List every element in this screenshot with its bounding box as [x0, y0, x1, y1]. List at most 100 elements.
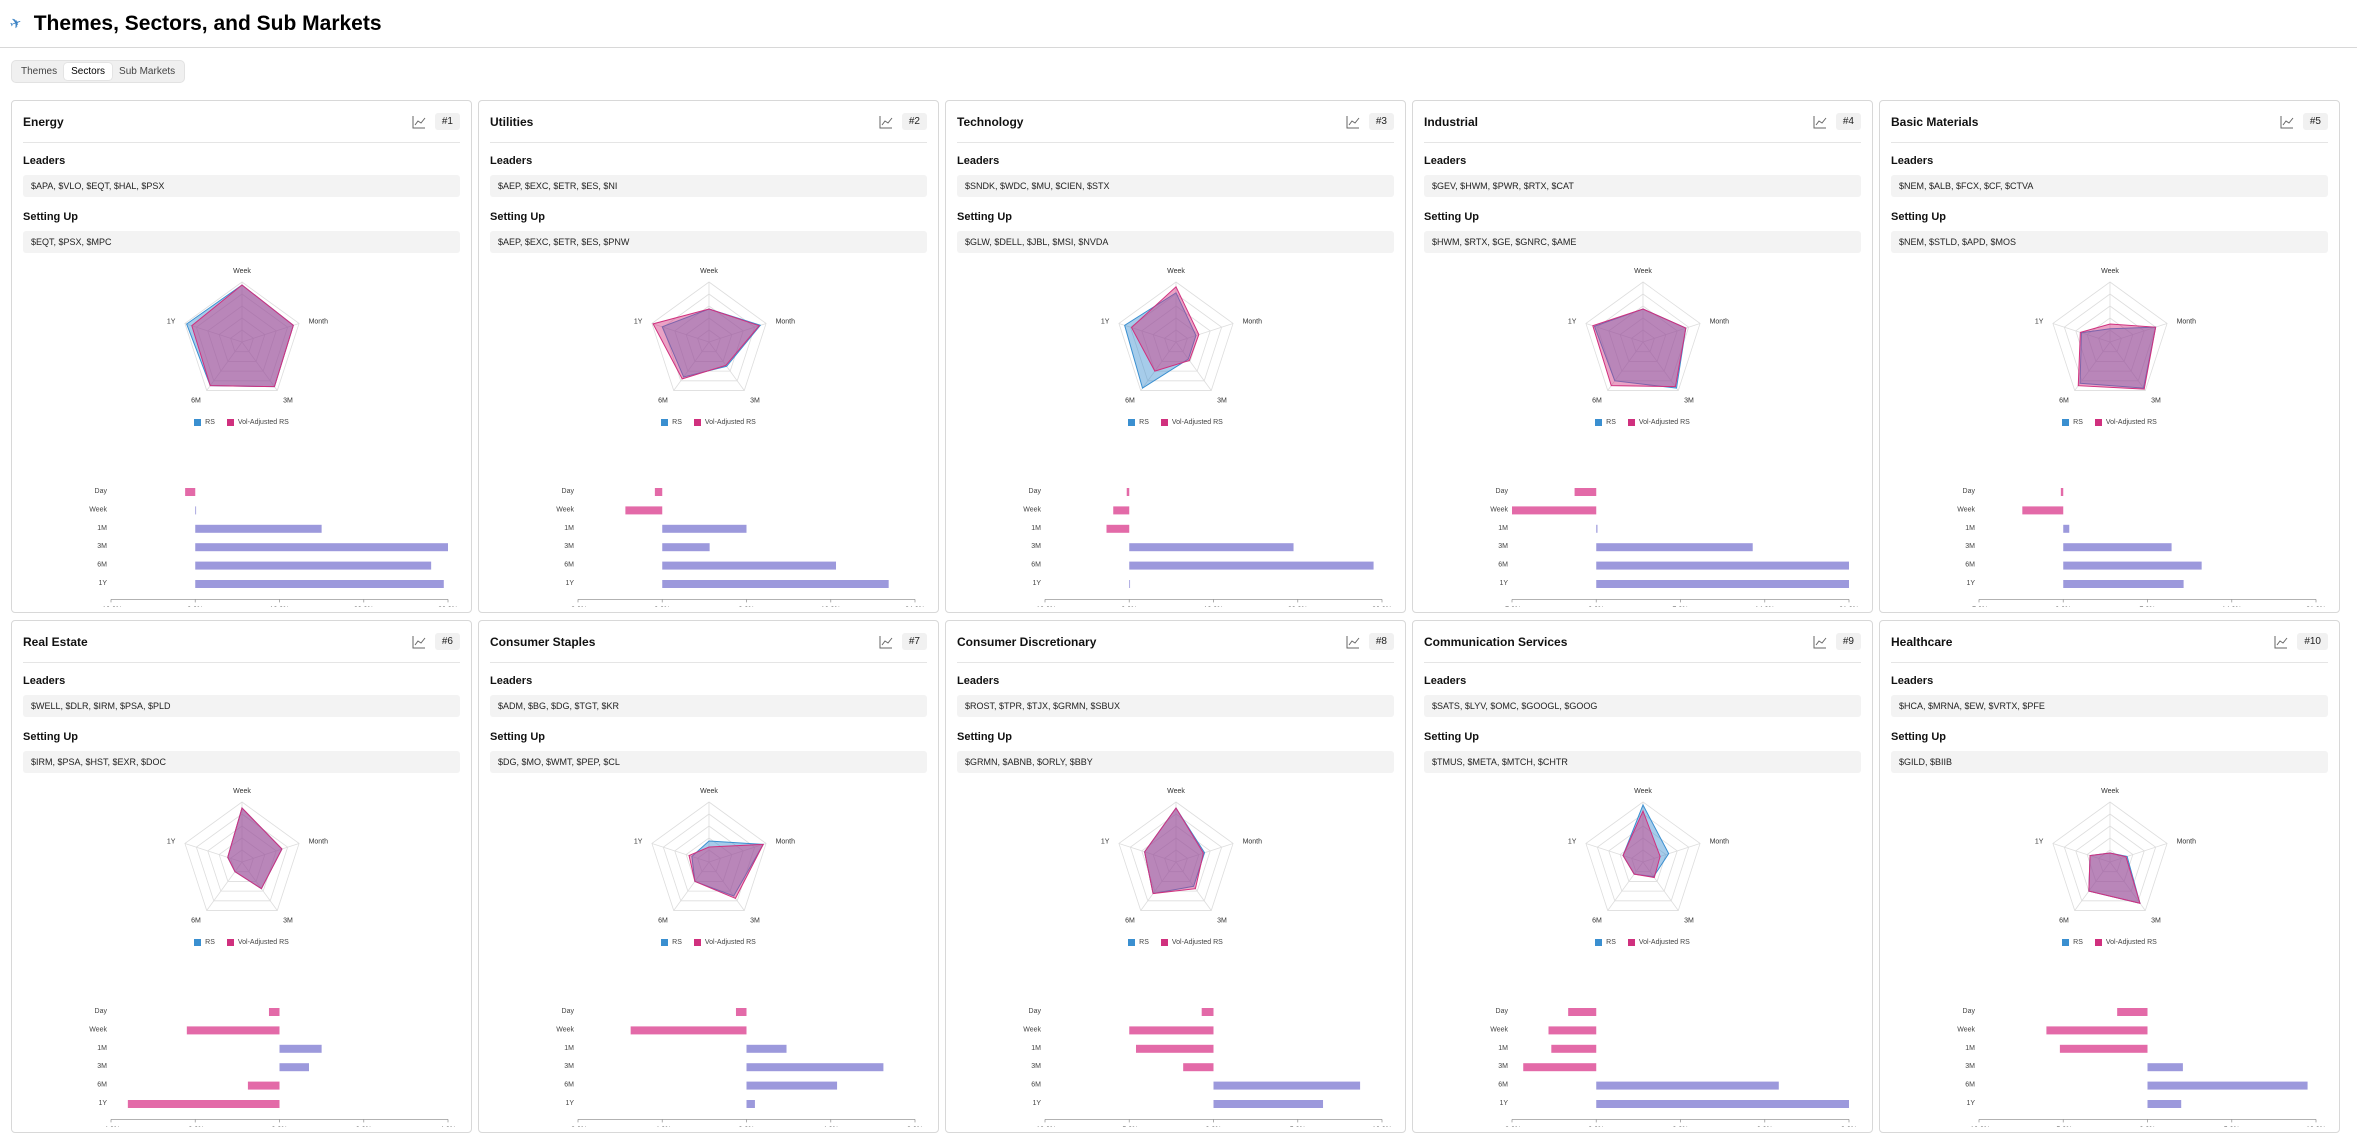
bar-1m[interactable] [1596, 524, 1598, 533]
bar-row-label: 3M [97, 543, 107, 550]
bar-week[interactable] [1548, 1026, 1597, 1035]
bar-week[interactable] [2022, 506, 2064, 515]
bar-3m[interactable] [2063, 543, 2172, 552]
bar-3m[interactable] [1596, 543, 1753, 552]
bar-day[interactable] [1568, 1008, 1597, 1016]
line-chart-icon[interactable] [1345, 114, 1361, 130]
bar-week[interactable] [186, 1026, 280, 1035]
bar-day[interactable] [735, 1008, 747, 1016]
legend-item-vol[interactable]: Vol-Adjusted RS [1160, 938, 1223, 946]
radar-grid-ring [2074, 825, 2145, 892]
bar-6m[interactable] [1596, 561, 1849, 570]
bar-week[interactable] [195, 506, 197, 515]
line-chart-icon[interactable] [411, 634, 427, 650]
bar-3m[interactable] [279, 1063, 309, 1072]
bar-day[interactable] [1574, 488, 1597, 496]
bar-6m[interactable] [1596, 1081, 1779, 1090]
bar-week[interactable] [1512, 506, 1597, 515]
bar-1y[interactable] [2147, 1100, 2182, 1108]
sector-grid: Energy #1 Leaders $APA, $VLO, $EQT, $HAL… [11, 100, 2352, 1133]
legend-item-rs[interactable]: RS [1128, 418, 1149, 426]
bar-3m[interactable] [1183, 1063, 1214, 1072]
bar-1y[interactable] [746, 1100, 755, 1108]
bar-6m[interactable] [2063, 561, 2202, 570]
tab-sectors[interactable]: Sectors [64, 63, 113, 80]
line-chart-icon[interactable] [878, 114, 894, 130]
bar-1m[interactable] [279, 1044, 322, 1053]
bar-6m[interactable] [662, 561, 837, 570]
legend-item-vol[interactable]: Vol-Adjusted RS [1627, 938, 1690, 946]
bar-day[interactable] [268, 1008, 280, 1016]
card-header: Technology #3 [957, 101, 1394, 143]
bar-3m[interactable] [2147, 1063, 2183, 1072]
bar-1y[interactable] [127, 1100, 280, 1108]
legend-item-vol[interactable]: Vol-Adjusted RS [226, 938, 289, 946]
bar-day[interactable] [2060, 488, 2064, 496]
legend-item-rs[interactable]: RS [1128, 938, 1149, 946]
bar-1y[interactable] [1213, 1100, 1324, 1108]
bar-1m[interactable] [1106, 524, 1130, 533]
bar-day[interactable] [2117, 1008, 2148, 1016]
bar-day[interactable] [1201, 1008, 1214, 1016]
legend-item-rs[interactable]: RS [194, 418, 215, 426]
bar-week[interactable] [1129, 1026, 1214, 1035]
legend-item-vol[interactable]: Vol-Adjusted RS [2094, 938, 2157, 946]
bar-3m[interactable] [746, 1063, 884, 1072]
bar-6m[interactable] [247, 1081, 280, 1090]
line-chart-icon[interactable] [2279, 114, 2295, 130]
bar-6m[interactable] [2147, 1081, 2308, 1090]
bar-6m[interactable] [1129, 561, 1374, 570]
bar-day[interactable] [1126, 488, 1130, 496]
legend-item-rs[interactable]: RS [194, 938, 215, 946]
line-chart-icon[interactable] [411, 114, 427, 130]
bar-row-label: 6M [97, 562, 107, 569]
legend-item-rs[interactable]: RS [2062, 938, 2083, 946]
bar-week[interactable] [2046, 1026, 2148, 1035]
legend-item-rs[interactable]: RS [661, 938, 682, 946]
bar-day[interactable] [185, 488, 196, 496]
bar-1y[interactable] [1129, 580, 1131, 588]
bar-1m[interactable] [1551, 1044, 1597, 1053]
line-chart-icon[interactable] [878, 634, 894, 650]
legend-item-vol[interactable]: Vol-Adjusted RS [693, 938, 756, 946]
bar-6m[interactable] [746, 1081, 838, 1090]
legend-item-vol[interactable]: Vol-Adjusted RS [693, 418, 756, 426]
bar-day[interactable] [654, 488, 663, 496]
bar-1y[interactable] [2063, 580, 2184, 588]
x-tick-label: 21.0% [2306, 606, 2326, 607]
bar-1m[interactable] [195, 524, 322, 533]
line-chart-icon[interactable] [2273, 634, 2289, 650]
legend-item-rs[interactable]: RS [1595, 418, 1616, 426]
bar-1y[interactable] [195, 580, 444, 588]
bar-1m[interactable] [662, 524, 747, 533]
bar-3m[interactable] [1129, 543, 1294, 552]
line-chart-icon[interactable] [1345, 634, 1361, 650]
bar-week[interactable] [1113, 506, 1130, 515]
bar-1m[interactable] [746, 1044, 787, 1053]
bar-1m[interactable] [2059, 1044, 2148, 1053]
bar-week[interactable] [625, 506, 663, 515]
tab-themes[interactable]: Themes [21, 66, 58, 77]
bar-1y[interactable] [1596, 580, 1849, 588]
line-chart-icon[interactable] [1812, 114, 1828, 130]
bar-3m[interactable] [195, 543, 448, 552]
legend-item-vol[interactable]: Vol-Adjusted RS [1160, 418, 1223, 426]
legend-item-rs[interactable]: RS [2062, 418, 2083, 426]
legend-item-rs[interactable]: RS [661, 418, 682, 426]
legend-item-vol[interactable]: Vol-Adjusted RS [1627, 418, 1690, 426]
bar-1m[interactable] [1135, 1044, 1214, 1053]
line-chart-icon[interactable] [1812, 634, 1828, 650]
legend-item-rs[interactable]: RS [1595, 938, 1616, 946]
legend-item-vol[interactable]: Vol-Adjusted RS [2094, 418, 2157, 426]
bar-6m[interactable] [1213, 1081, 1361, 1090]
bar-6m[interactable] [195, 561, 432, 570]
tab-sub-markets[interactable]: Sub Markets [119, 66, 176, 77]
bar-1m[interactable] [2063, 524, 2070, 533]
legend-item-vol[interactable]: Vol-Adjusted RS [226, 418, 289, 426]
bar-1y[interactable] [1596, 1100, 1849, 1108]
bar-3m[interactable] [662, 543, 710, 552]
bar-3m[interactable] [1523, 1063, 1597, 1072]
bar-1y[interactable] [662, 580, 889, 588]
bar-row-label: Week [1957, 506, 1975, 513]
bar-week[interactable] [630, 1026, 747, 1035]
